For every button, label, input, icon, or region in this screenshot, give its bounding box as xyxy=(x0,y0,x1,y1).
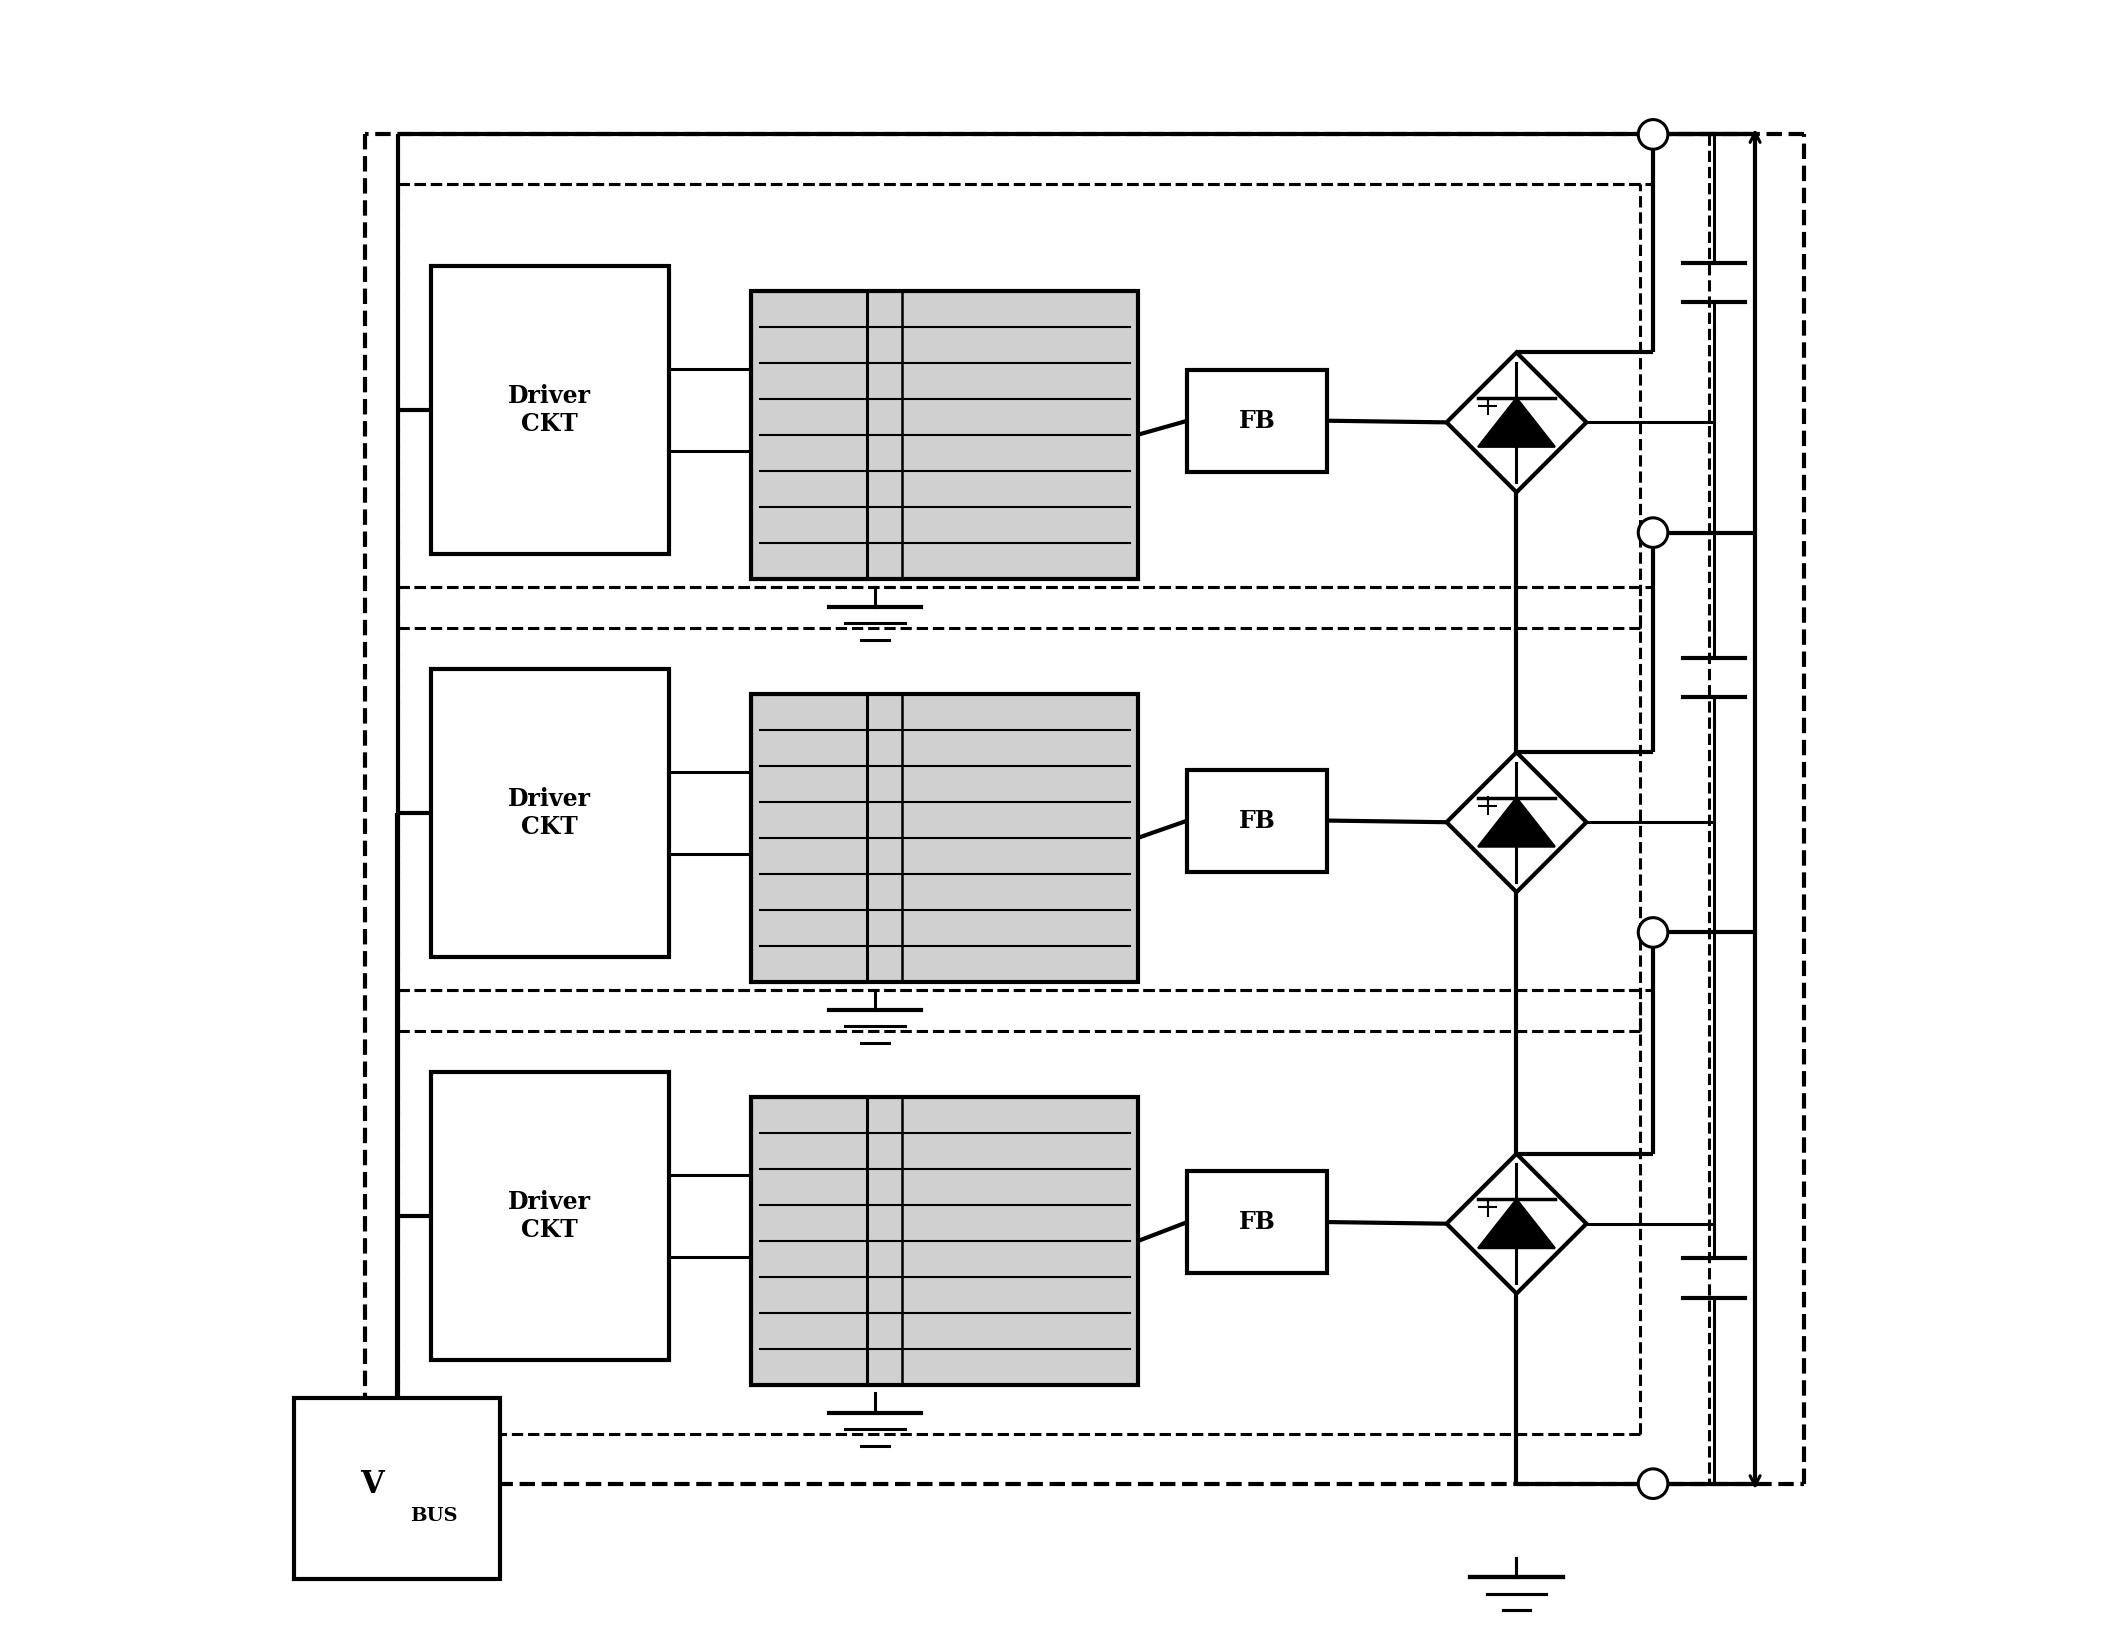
Circle shape xyxy=(1639,1469,1668,1499)
Bar xyxy=(751,693,1138,982)
Polygon shape xyxy=(1447,753,1587,892)
Polygon shape xyxy=(1479,797,1556,847)
Bar xyxy=(430,266,668,555)
Bar xyxy=(751,1096,868,1385)
Text: Driver
CKT: Driver CKT xyxy=(509,788,592,839)
Bar xyxy=(751,291,902,580)
Bar xyxy=(751,1096,1138,1385)
Polygon shape xyxy=(1447,352,1587,492)
Polygon shape xyxy=(1447,1154,1587,1294)
Circle shape xyxy=(1639,119,1668,149)
Text: FB: FB xyxy=(1238,1210,1275,1233)
Bar xyxy=(751,693,902,982)
Bar xyxy=(430,1071,668,1360)
Text: Driver
CKT: Driver CKT xyxy=(509,385,592,436)
Bar xyxy=(1187,1171,1328,1273)
Circle shape xyxy=(1639,518,1668,548)
Bar xyxy=(294,1398,500,1578)
Text: Driver
CKT: Driver CKT xyxy=(509,1190,592,1242)
Circle shape xyxy=(1639,918,1668,948)
Text: BUS: BUS xyxy=(411,1507,458,1526)
Bar xyxy=(751,291,1138,580)
Text: FB: FB xyxy=(1238,809,1275,832)
Text: FB: FB xyxy=(1238,409,1275,433)
Bar xyxy=(430,669,668,958)
Bar xyxy=(1187,370,1328,472)
Bar xyxy=(1187,769,1328,872)
Polygon shape xyxy=(1479,1199,1556,1248)
Bar xyxy=(751,1096,902,1385)
Text: V: V xyxy=(360,1469,383,1501)
Bar xyxy=(751,693,868,982)
Polygon shape xyxy=(1479,398,1556,447)
Bar xyxy=(751,291,868,580)
